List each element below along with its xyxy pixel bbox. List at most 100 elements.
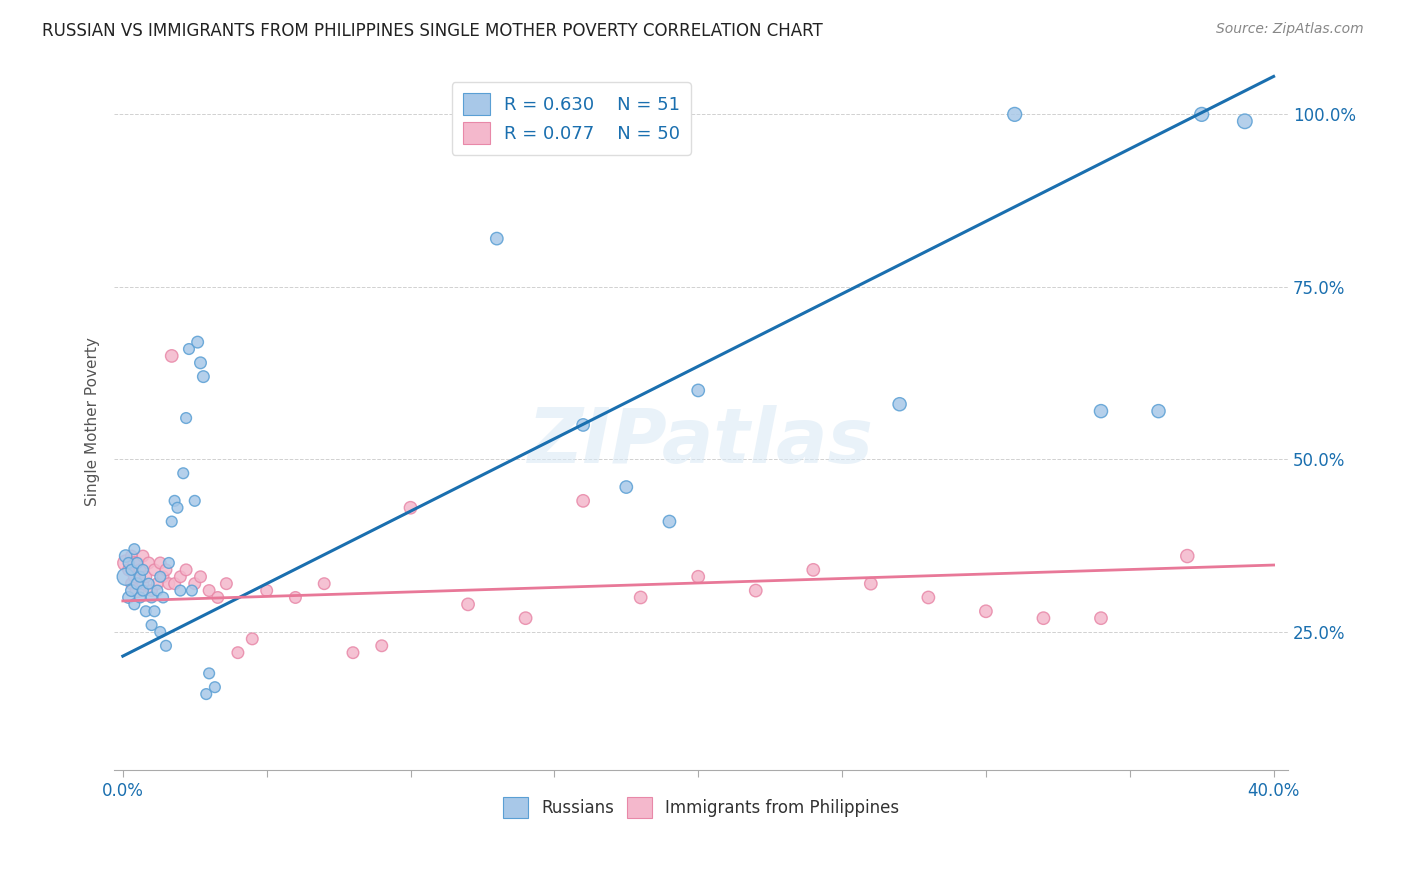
Point <box>207 591 229 605</box>
Point <box>1175 549 1198 563</box>
Point <box>572 417 595 432</box>
Point <box>152 570 174 584</box>
Point <box>1032 611 1054 625</box>
Point <box>138 556 160 570</box>
Point <box>120 549 142 563</box>
Y-axis label: Single Mother Poverty: Single Mother Poverty <box>86 337 100 506</box>
Point <box>157 556 180 570</box>
Point <box>889 397 911 411</box>
Point <box>132 563 155 577</box>
Legend: Russians, Immigrants from Philippines: Russians, Immigrants from Philippines <box>496 790 907 824</box>
Point <box>190 570 212 584</box>
Point <box>132 576 155 591</box>
Point <box>859 576 882 591</box>
Point <box>195 687 218 701</box>
Point <box>120 583 142 598</box>
Point <box>155 639 177 653</box>
Point <box>124 570 146 584</box>
Point <box>114 549 136 563</box>
Point <box>120 563 142 577</box>
Point <box>127 556 149 570</box>
Point <box>117 556 139 570</box>
Point <box>117 591 139 605</box>
Point <box>1090 611 1112 625</box>
Point <box>155 563 177 577</box>
Point <box>485 231 508 245</box>
Point <box>157 576 180 591</box>
Point <box>226 646 249 660</box>
Point <box>124 598 146 612</box>
Point <box>1233 114 1256 128</box>
Point <box>917 591 939 605</box>
Point <box>184 576 207 591</box>
Point <box>149 570 172 584</box>
Point <box>745 583 768 598</box>
Point <box>160 349 183 363</box>
Point <box>198 583 221 598</box>
Point <box>152 591 174 605</box>
Point <box>141 618 163 632</box>
Point <box>174 563 197 577</box>
Point <box>240 632 263 646</box>
Point <box>141 583 163 598</box>
Point <box>688 384 710 398</box>
Point <box>371 639 394 653</box>
Point <box>1147 404 1170 418</box>
Point <box>688 570 710 584</box>
Point <box>198 666 221 681</box>
Point <box>135 570 157 584</box>
Point <box>184 493 207 508</box>
Point <box>190 356 212 370</box>
Point <box>801 563 824 577</box>
Point <box>169 583 191 598</box>
Point <box>129 591 152 605</box>
Point <box>180 583 202 598</box>
Point <box>129 570 152 584</box>
Point <box>204 680 226 694</box>
Point <box>120 576 142 591</box>
Point <box>114 556 136 570</box>
Point <box>117 563 139 577</box>
Point <box>146 576 169 591</box>
Point <box>124 556 146 570</box>
Point <box>143 563 166 577</box>
Text: RUSSIAN VS IMMIGRANTS FROM PHILIPPINES SINGLE MOTHER POVERTY CORRELATION CHART: RUSSIAN VS IMMIGRANTS FROM PHILIPPINES S… <box>42 22 823 40</box>
Point <box>614 480 637 494</box>
Point <box>129 563 152 577</box>
Point <box>193 369 215 384</box>
Text: Source: ZipAtlas.com: Source: ZipAtlas.com <box>1216 22 1364 37</box>
Point <box>187 335 209 350</box>
Point <box>149 556 172 570</box>
Point <box>515 611 537 625</box>
Point <box>284 591 307 605</box>
Point <box>146 583 169 598</box>
Point <box>172 467 194 481</box>
Point <box>457 598 479 612</box>
Point <box>177 342 200 356</box>
Point <box>974 604 997 618</box>
Point <box>572 493 595 508</box>
Point <box>166 500 188 515</box>
Point <box>399 500 422 515</box>
Point <box>132 583 155 598</box>
Point <box>141 591 163 605</box>
Point <box>127 583 149 598</box>
Point <box>169 570 191 584</box>
Point <box>1004 107 1026 121</box>
Point <box>1191 107 1213 121</box>
Point <box>630 591 652 605</box>
Point <box>124 542 146 557</box>
Point <box>256 583 278 598</box>
Point <box>658 515 681 529</box>
Point <box>143 604 166 618</box>
Point <box>174 411 197 425</box>
Point <box>163 576 186 591</box>
Point <box>160 515 183 529</box>
Point <box>163 493 186 508</box>
Point <box>132 549 155 563</box>
Point <box>314 576 336 591</box>
Point <box>215 576 238 591</box>
Point <box>342 646 364 660</box>
Point <box>138 576 160 591</box>
Text: ZIPatlas: ZIPatlas <box>529 405 875 479</box>
